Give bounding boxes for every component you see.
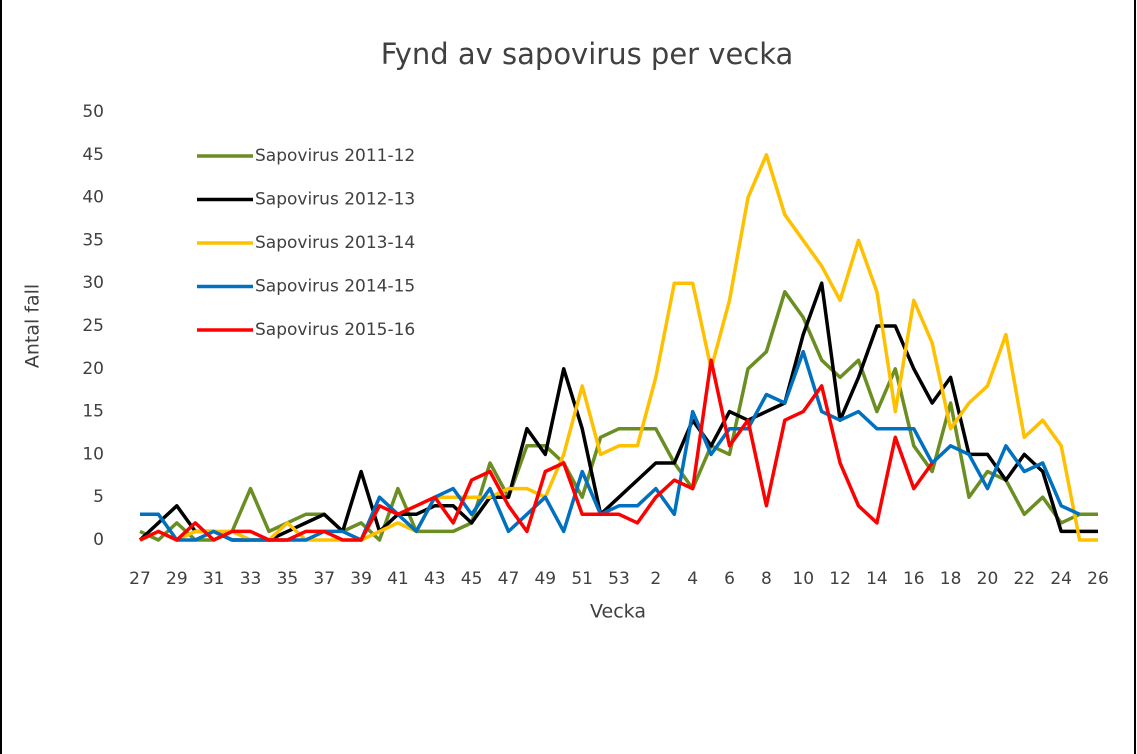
x-tick-label: 53 — [608, 569, 630, 589]
x-tick-label: 8 — [761, 569, 772, 589]
x-tick-label: 26 — [1087, 569, 1109, 589]
y-tick-label: 35 — [82, 230, 104, 250]
x-tick-label: 31 — [203, 569, 225, 589]
x-tick-label: 47 — [498, 569, 520, 589]
legend-label: Sapovirus 2015-16 — [255, 320, 415, 340]
x-tick-label: 4 — [687, 569, 698, 589]
series-line — [139, 153, 1098, 542]
x-tick-label: 14 — [866, 569, 888, 589]
y-tick-label: 10 — [82, 444, 104, 464]
x-tick-label: 29 — [166, 569, 188, 589]
series-line — [138, 281, 1098, 542]
x-tick-label: 37 — [313, 569, 335, 589]
x-tick-label: 27 — [129, 569, 151, 589]
y-axis-title: Antal fall — [22, 284, 44, 368]
y-tick-label: 0 — [93, 530, 104, 550]
y-tick-label: 45 — [82, 145, 104, 165]
x-tick-label: 2 — [650, 569, 661, 589]
x-tick-label: 51 — [571, 569, 593, 589]
y-tick-label: 50 — [82, 102, 104, 122]
series-line — [140, 349, 1081, 542]
x-tick-label: 33 — [240, 569, 262, 589]
y-tick-label: 25 — [82, 316, 104, 336]
y-tick-label: 20 — [82, 359, 104, 379]
x-tick-label: 45 — [461, 569, 483, 589]
series-line — [139, 358, 934, 542]
legend-label: Sapovirus 2011-12 — [255, 146, 415, 166]
legend-label: Sapovirus 2014-15 — [255, 277, 415, 297]
x-tick-label: 49 — [534, 569, 556, 589]
x-tick-label: 16 — [903, 569, 925, 589]
legend-label: Sapovirus 2012-13 — [255, 190, 415, 210]
x-tick-label: 12 — [829, 569, 851, 589]
x-tick-label: 18 — [940, 569, 962, 589]
y-tick-label: 5 — [93, 487, 104, 507]
y-tick-label: 15 — [82, 402, 104, 422]
x-tick-label: 43 — [424, 569, 446, 589]
x-tick-label: 6 — [724, 569, 735, 589]
chart-title: Fynd av sapovirus per vecka — [381, 37, 794, 71]
x-tick-label: 20 — [977, 569, 999, 589]
x-tick-label: 35 — [277, 569, 299, 589]
x-tick-label: 22 — [1013, 569, 1035, 589]
x-tick-label: 39 — [350, 569, 372, 589]
x-tick-label: 24 — [1050, 569, 1072, 589]
y-tick-label: 30 — [82, 273, 104, 293]
x-tick-label: 10 — [792, 569, 814, 589]
series-line — [139, 290, 1098, 542]
x-tick-label: 41 — [387, 569, 409, 589]
y-tick-label: 40 — [82, 188, 104, 208]
x-axis-title: Vecka — [590, 601, 646, 623]
legend-label: Sapovirus 2013-14 — [255, 233, 415, 253]
